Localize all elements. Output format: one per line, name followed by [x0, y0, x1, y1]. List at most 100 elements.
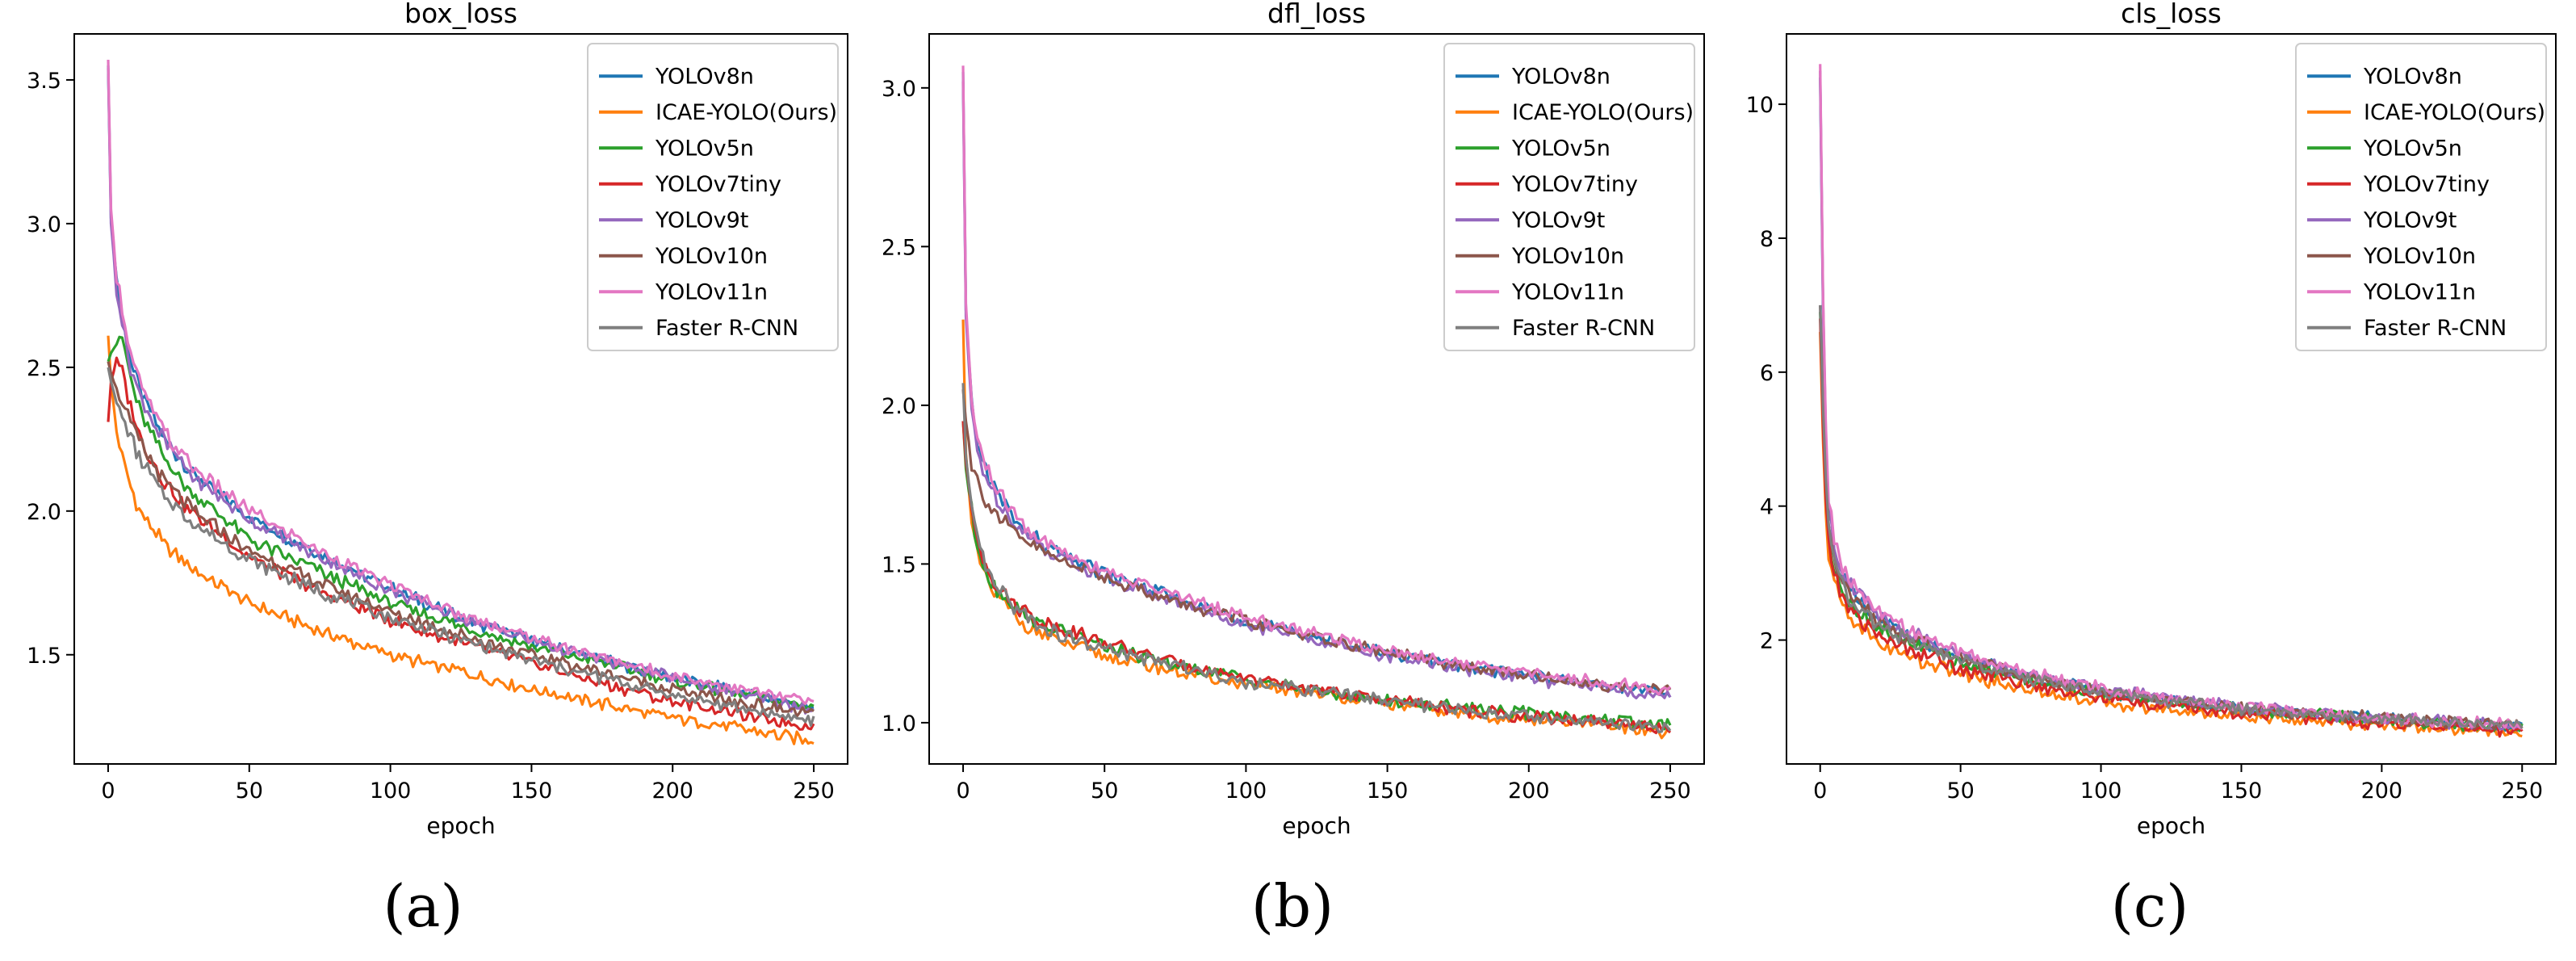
- legend-label: YOLOv8n: [2363, 64, 2462, 89]
- series-line-yolov11n: [1819, 64, 2524, 731]
- legend-item-yolov9t: YOLOv9t: [2307, 208, 2457, 233]
- legend-label: YOLOv7tiny: [1511, 172, 1638, 197]
- legend-label: YOLOv5n: [2363, 136, 2462, 161]
- y-tick-label: 2.0: [27, 500, 61, 525]
- x-axis-label: epoch: [426, 812, 495, 839]
- legend-item-yolov10n: YOLOv10n: [2307, 244, 2476, 269]
- legend-item-faster-r-cnn: Faster R-CNN: [599, 316, 798, 341]
- x-tick-label: 50: [236, 778, 263, 804]
- legend-label: YOLOv11n: [2363, 279, 2476, 304]
- legend-label: YOLOv11n: [1511, 279, 1624, 304]
- chart-panel-c: cls_loss 0 50 100 150 200 250 epoch 2 4 6 8 10 YOLOv8…: [1746, 0, 2557, 839]
- legend-label: YOLOv7tiny: [2363, 172, 2490, 197]
- y-tick-label: 6: [1760, 361, 1774, 386]
- x-tick-label: 50: [1091, 778, 1118, 804]
- legend-item-yolov7tiny: YOLOv7tiny: [1456, 172, 1638, 197]
- legend-label: YOLOv9t: [1511, 208, 1605, 233]
- chart-panel-a: box_loss 0 50 100 150 200 250 epoch 1.5 2.0 2.5 3.0…: [27, 0, 848, 839]
- series-line-yolov10n: [107, 361, 815, 718]
- legend-label: YOLOv10n: [1511, 244, 1624, 269]
- series-line-yolov7tiny: [1819, 318, 2524, 738]
- legend-item-faster-r-cnn: Faster R-CNN: [1456, 316, 1655, 341]
- legend-label: Faster R-CNN: [1512, 316, 1655, 341]
- x-tick-label: 200: [651, 778, 693, 804]
- legend-label: YOLOv8n: [1511, 64, 1611, 89]
- y-tick-label: 3.0: [882, 77, 916, 102]
- legend-item-faster-r-cnn: Faster R-CNN: [2307, 316, 2507, 341]
- legend-item-yolov5n: YOLOv5n: [1456, 136, 1611, 161]
- series-line-yolov5n: [1819, 312, 2524, 732]
- series-line-yolov5n: [107, 335, 815, 710]
- legend-label: YOLOv9t: [2363, 208, 2457, 233]
- legend: YOLOv8n ICAE-YOLO(Ours) YOLOv5n YOLOv7tiny Y…: [2295, 43, 2547, 351]
- legend-label: YOLOv11n: [655, 279, 768, 304]
- legend-box: [2295, 43, 2547, 351]
- series-lines: [107, 59, 815, 745]
- y-tick-label: 4: [1760, 495, 1774, 520]
- series-line-yolov10n: [961, 389, 1672, 695]
- chart-title: dfl_loss: [1267, 0, 1366, 29]
- x-tick-label: 150: [1367, 778, 1409, 804]
- x-tick-label: 150: [2221, 778, 2263, 804]
- y-tick-label: 2: [1760, 629, 1774, 654]
- legend-label: ICAE-YOLO(Ours): [2364, 100, 2545, 125]
- legend-item-yolov8n: YOLOv8n: [599, 64, 754, 89]
- legend-label: YOLOv5n: [1511, 136, 1611, 161]
- legend-label: Faster R-CNN: [2364, 316, 2507, 341]
- series-line-icae-yolo-ours: [1819, 332, 2523, 738]
- x-tick-label: 0: [1813, 778, 1827, 804]
- legend-item-yolov11n: YOLOv11n: [2307, 279, 2476, 304]
- legend-label: YOLOv10n: [2363, 244, 2476, 269]
- series-line-faster-r-cnn: [107, 367, 815, 727]
- legend-item-icae-yolo-ours: ICAE-YOLO(Ours): [599, 100, 837, 125]
- x-axis-label: epoch: [1282, 812, 1351, 839]
- chart-panel-b: dfl_loss 0 50 100 150 200 250 epoch 1.0 1.5 2.0 2.5…: [882, 0, 1705, 839]
- legend: YOLOv8n ICAE-YOLO(Ours) YOLOv5n YOLOv7tiny Y…: [587, 43, 839, 351]
- series-line-faster-r-cnn: [961, 383, 1672, 734]
- series-lines: [1819, 64, 2524, 738]
- chart-title: box_loss: [404, 0, 517, 29]
- chart-title: cls_loss: [2121, 0, 2222, 29]
- x-tick-label: 50: [1946, 778, 1974, 804]
- legend-item-yolov9t: YOLOv9t: [1456, 208, 1605, 233]
- panel-label-c: (c): [2110, 872, 2189, 940]
- legend-label: YOLOv8n: [655, 64, 754, 89]
- legend-label: YOLOv10n: [655, 244, 768, 269]
- legend-item-yolov8n: YOLOv8n: [1456, 64, 1611, 89]
- series-line-faster-r-cnn: [1819, 304, 2524, 730]
- axes-frame: [73, 33, 848, 765]
- legend-item-yolov11n: YOLOv11n: [599, 279, 768, 304]
- legend-item-yolov11n: YOLOv11n: [1456, 279, 1624, 304]
- x-tick-label: 100: [1225, 778, 1267, 804]
- panel-label-a: (a): [383, 872, 463, 940]
- series-line-yolov11n: [961, 65, 1672, 696]
- y-tick-label: 10: [1746, 93, 1774, 118]
- legend-item-yolov9t: YOLOv9t: [599, 208, 748, 233]
- legend: YOLOv8n ICAE-YOLO(Ours) YOLOv5n YOLOv7tiny Y…: [1443, 43, 1695, 351]
- legend-box: [1443, 43, 1695, 351]
- series-line-yolov11n: [107, 59, 815, 706]
- legend-item-yolov7tiny: YOLOv7tiny: [2307, 172, 2490, 197]
- axes-frame: [1786, 33, 2557, 765]
- x-tick-label: 0: [101, 778, 115, 804]
- x-tick-label: 100: [2080, 778, 2122, 804]
- legend-item-yolov7tiny: YOLOv7tiny: [599, 172, 781, 197]
- legend-box: [587, 43, 839, 351]
- legend-item-icae-yolo-ours: ICAE-YOLO(Ours): [1456, 100, 1694, 125]
- legend-item-yolov10n: YOLOv10n: [599, 244, 768, 269]
- legend-label: YOLOv7tiny: [655, 172, 781, 197]
- legend-item-yolov8n: YOLOv8n: [2307, 64, 2462, 89]
- x-tick-label: 100: [370, 778, 412, 804]
- axes-frame: [928, 33, 1705, 765]
- x-tick-label: 250: [1649, 778, 1691, 804]
- y-tick-label: 2.5: [27, 356, 61, 381]
- x-tick-label: 200: [2361, 778, 2403, 804]
- series-line-yolov7tiny: [107, 356, 815, 731]
- legend-label: ICAE-YOLO(Ours): [1512, 100, 1694, 125]
- x-tick-label: 150: [511, 778, 553, 804]
- series-line-icae-yolo-ours: [107, 335, 815, 745]
- x-tick-label: 250: [793, 778, 835, 804]
- y-tick-label: 1.5: [27, 644, 61, 669]
- legend-item-icae-yolo-ours: ICAE-YOLO(Ours): [2307, 100, 2545, 125]
